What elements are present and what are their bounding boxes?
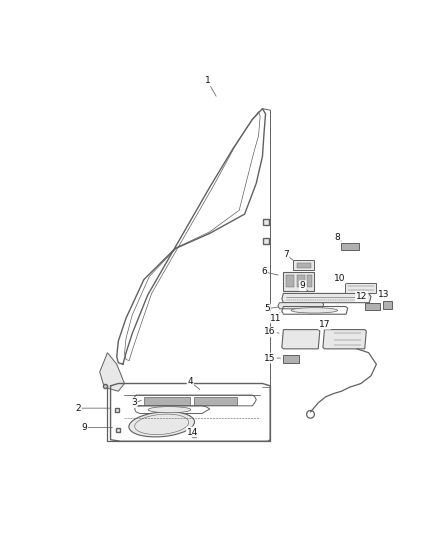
Polygon shape [307, 275, 312, 287]
Polygon shape [278, 303, 324, 309]
Polygon shape [297, 275, 305, 287]
Polygon shape [323, 329, 366, 349]
Polygon shape [286, 275, 294, 287]
Text: 9: 9 [81, 423, 87, 432]
Polygon shape [194, 397, 237, 405]
Polygon shape [346, 282, 376, 294]
Text: 13: 13 [378, 290, 390, 300]
Text: 10: 10 [334, 273, 346, 282]
Polygon shape [144, 397, 191, 405]
Text: 6: 6 [261, 268, 267, 276]
Ellipse shape [148, 407, 191, 413]
Polygon shape [282, 329, 320, 349]
Polygon shape [283, 272, 314, 291]
Polygon shape [100, 353, 124, 391]
Polygon shape [297, 263, 311, 268]
Text: 17: 17 [319, 320, 330, 329]
Polygon shape [293, 260, 314, 270]
Ellipse shape [129, 411, 194, 437]
Text: 14: 14 [187, 427, 198, 437]
Text: 12: 12 [356, 292, 367, 301]
Text: 15: 15 [265, 353, 276, 362]
Text: 16: 16 [265, 327, 276, 336]
Polygon shape [283, 355, 299, 363]
Polygon shape [365, 303, 380, 310]
Polygon shape [342, 243, 359, 251]
Text: 3: 3 [131, 398, 137, 407]
Text: 4: 4 [187, 377, 193, 386]
Text: 7: 7 [283, 249, 289, 259]
Text: 8: 8 [335, 233, 340, 241]
Text: 5: 5 [264, 304, 270, 313]
Text: 9: 9 [300, 281, 306, 290]
Polygon shape [282, 294, 371, 303]
Text: 2: 2 [75, 403, 81, 413]
Text: 1: 1 [205, 76, 210, 85]
Text: 11: 11 [270, 313, 281, 322]
Ellipse shape [291, 308, 338, 313]
Polygon shape [383, 301, 392, 309]
